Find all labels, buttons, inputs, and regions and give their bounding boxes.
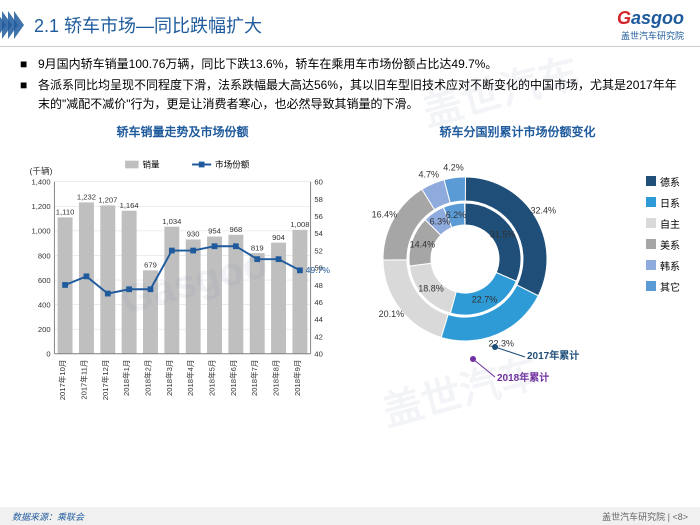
svg-text:2017年11月: 2017年11月 (78, 359, 88, 399)
svg-text:2018年9月: 2018年9月 (292, 359, 302, 395)
chevron-decor (0, 11, 24, 39)
svg-text:2017年10月: 2017年10月 (57, 359, 67, 400)
svg-text:52: 52 (314, 246, 322, 255)
logo: Gasgoo 盖世汽车研究院 (617, 8, 684, 42)
svg-text:46: 46 (314, 298, 322, 307)
bar-chart-title: 轿车销量走势及市场份额 (20, 123, 345, 140)
svg-text:2018年1月: 2018年1月 (121, 359, 131, 395)
svg-text:679: 679 (144, 260, 157, 269)
svg-text:1,200: 1,200 (31, 202, 50, 211)
svg-text:4.7%: 4.7% (418, 169, 439, 179)
svg-text:58: 58 (314, 194, 322, 203)
svg-text:904: 904 (272, 232, 285, 241)
svg-text:42: 42 (314, 332, 322, 341)
bar-line-chart: 轿车销量走势及市场份额 (千辆) 销量 市场份额 0 200 400 600 800 1,000… (20, 123, 345, 429)
svg-text:16.4%: 16.4% (372, 209, 398, 219)
svg-text:2017年12月: 2017年12月 (100, 359, 110, 400)
svg-text:2018年累计: 2018年累计 (497, 371, 549, 384)
svg-text:4.2%: 4.2% (443, 162, 464, 172)
svg-text:49.7%: 49.7% (306, 265, 331, 275)
bullet-item: 9月国内轿车销量100.76万辆，同比下跌13.6%，轿车在乘用车市场份额占比达… (20, 55, 680, 74)
svg-text:6.2%: 6.2% (446, 209, 467, 219)
svg-text:56: 56 (314, 212, 322, 221)
bullet-list: 9月国内轿车销量100.76万辆，同比下跌13.6%，轿车在乘用车市场份额占比达… (20, 55, 680, 115)
svg-text:2018年8月: 2018年8月 (271, 359, 281, 395)
svg-text:2018年4月: 2018年4月 (185, 359, 195, 395)
svg-text:1,000: 1,000 (31, 226, 50, 235)
svg-text:48: 48 (314, 280, 322, 289)
svg-text:32.4%: 32.4% (531, 205, 557, 215)
page-title: 2.1 轿车市场—同比跌幅扩大 (34, 12, 617, 38)
svg-text:930: 930 (187, 229, 200, 238)
donut-chart: 轿车分国别累计市场份额变化 32.4%22.3%20.1%16.4%4.7%4.… (355, 123, 680, 429)
svg-text:1,207: 1,207 (98, 195, 117, 204)
svg-text:968: 968 (230, 225, 243, 234)
donut-legend: 德系日系自主美系韩系其它 (646, 174, 680, 300)
svg-text:54: 54 (314, 229, 323, 238)
svg-text:31.5%: 31.5% (490, 229, 516, 239)
svg-text:1,110: 1,110 (56, 207, 75, 216)
svg-text:0: 0 (46, 349, 50, 358)
svg-text:600: 600 (38, 275, 51, 284)
svg-text:800: 800 (38, 251, 51, 260)
svg-text:20.1%: 20.1% (379, 309, 405, 319)
svg-text:市场份额: 市场份额 (215, 158, 250, 169)
page-number: 盖世汽车研究院 | <8> (602, 510, 688, 523)
svg-text:200: 200 (38, 325, 51, 334)
svg-text:1,232: 1,232 (77, 192, 96, 201)
svg-text:1,034: 1,034 (162, 216, 182, 225)
svg-text:2017年累计: 2017年累计 (527, 349, 579, 362)
svg-text:2018年7月: 2018年7月 (249, 359, 259, 395)
svg-text:14.4%: 14.4% (410, 239, 436, 249)
svg-text:1,008: 1,008 (290, 220, 309, 229)
donut-chart-title: 轿车分国别累计市场份额变化 (355, 123, 680, 140)
svg-text:2018年6月: 2018年6月 (228, 359, 238, 395)
svg-text:18.8%: 18.8% (418, 283, 444, 293)
svg-text:2018年2月: 2018年2月 (142, 359, 152, 395)
svg-text:1,400: 1,400 (31, 177, 50, 186)
bullet-item: 各派系同比均呈现不同程度下滑，法系跌幅最大高达56%，其以旧车型旧技术应对不断变… (20, 76, 680, 114)
svg-text:(千辆): (千辆) (30, 165, 53, 176)
svg-text:44: 44 (314, 315, 323, 324)
svg-text:60: 60 (314, 177, 322, 186)
svg-text:954: 954 (208, 226, 221, 235)
svg-text:400: 400 (38, 300, 51, 309)
svg-text:1,164: 1,164 (120, 200, 140, 209)
header: 2.1 轿车市场—同比跌幅扩大 Gasgoo 盖世汽车研究院 (0, 0, 700, 47)
data-source: 数据来源：乘联会 (12, 510, 84, 523)
svg-text:销量: 销量 (142, 158, 160, 169)
svg-text:2018年3月: 2018年3月 (164, 359, 174, 395)
svg-text:2018年5月: 2018年5月 (207, 359, 217, 395)
svg-text:819: 819 (251, 243, 264, 252)
footer: 数据来源：乘联会 盖世汽车研究院 | <8> (0, 507, 700, 525)
svg-text:22.7%: 22.7% (472, 294, 498, 304)
svg-text:40: 40 (314, 349, 322, 358)
